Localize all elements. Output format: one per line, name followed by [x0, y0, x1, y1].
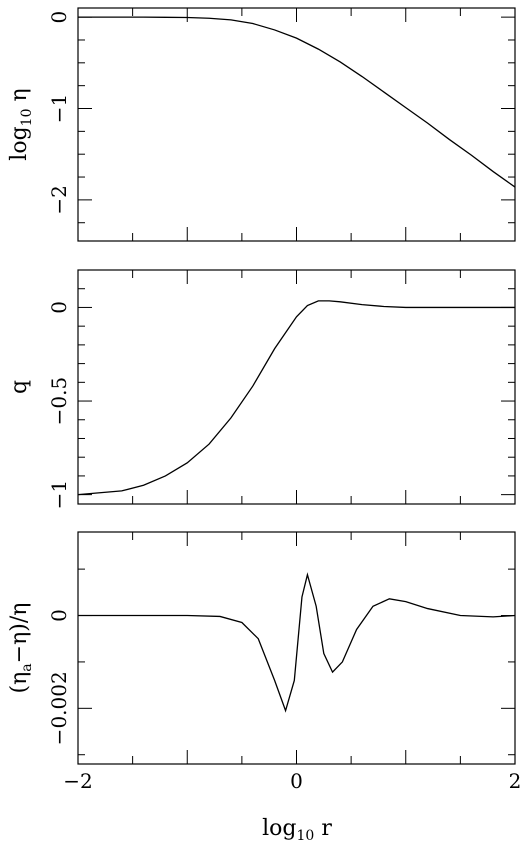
- y-axis-label-pre: (η: [7, 672, 32, 694]
- y-tick-label: −1: [47, 94, 71, 123]
- panel-2-frame: [77, 269, 516, 505]
- x-tick-label: 0: [290, 769, 303, 793]
- y-tick-label: 0: [47, 609, 71, 622]
- y-tick-label: −0.5: [47, 377, 71, 426]
- x-axis-label-tail: r: [314, 816, 332, 841]
- y-axis-label-sub: a: [19, 663, 35, 671]
- y-tick-label: 0: [47, 301, 71, 314]
- y-axis-label-2: q: [7, 380, 32, 394]
- panel-1: 0 −1 −2 log10 η: [7, 7, 516, 242]
- y-tick-label: −1: [47, 480, 71, 509]
- series-line-1: [78, 16, 516, 188]
- y-tick-label: −2: [47, 185, 71, 214]
- x-tick-label: 2: [509, 769, 522, 793]
- x-axis-label-main: log: [262, 816, 296, 841]
- y-tick-label: 0: [47, 11, 71, 24]
- panel-1-frame: [77, 7, 516, 242]
- y-axis-label-1: log10 η: [7, 88, 35, 160]
- panel-3: 0 −0.002 (ηa−η)/η −2 0 2: [7, 531, 522, 793]
- y-axis-label-post: −η)/η: [7, 603, 32, 664]
- x-tick-label: −2: [63, 769, 92, 793]
- y-axis-label-main: log: [7, 126, 32, 160]
- x-axis-label-sub: 10: [297, 828, 315, 844]
- y-axis-label-tail: η: [7, 88, 32, 108]
- x-axis-label: log10 r: [262, 816, 332, 844]
- y-axis-label-3: (ηa−η)/η: [7, 603, 35, 694]
- panel-3-frame: [77, 531, 516, 765]
- panel-2: 0 −0.5 −1 q: [7, 269, 516, 509]
- y-tick-label: −0.002: [47, 671, 71, 745]
- series-line-2: [77, 300, 515, 496]
- y-axis-label-sub: 10: [19, 108, 35, 126]
- series-line-3: [78, 572, 516, 713]
